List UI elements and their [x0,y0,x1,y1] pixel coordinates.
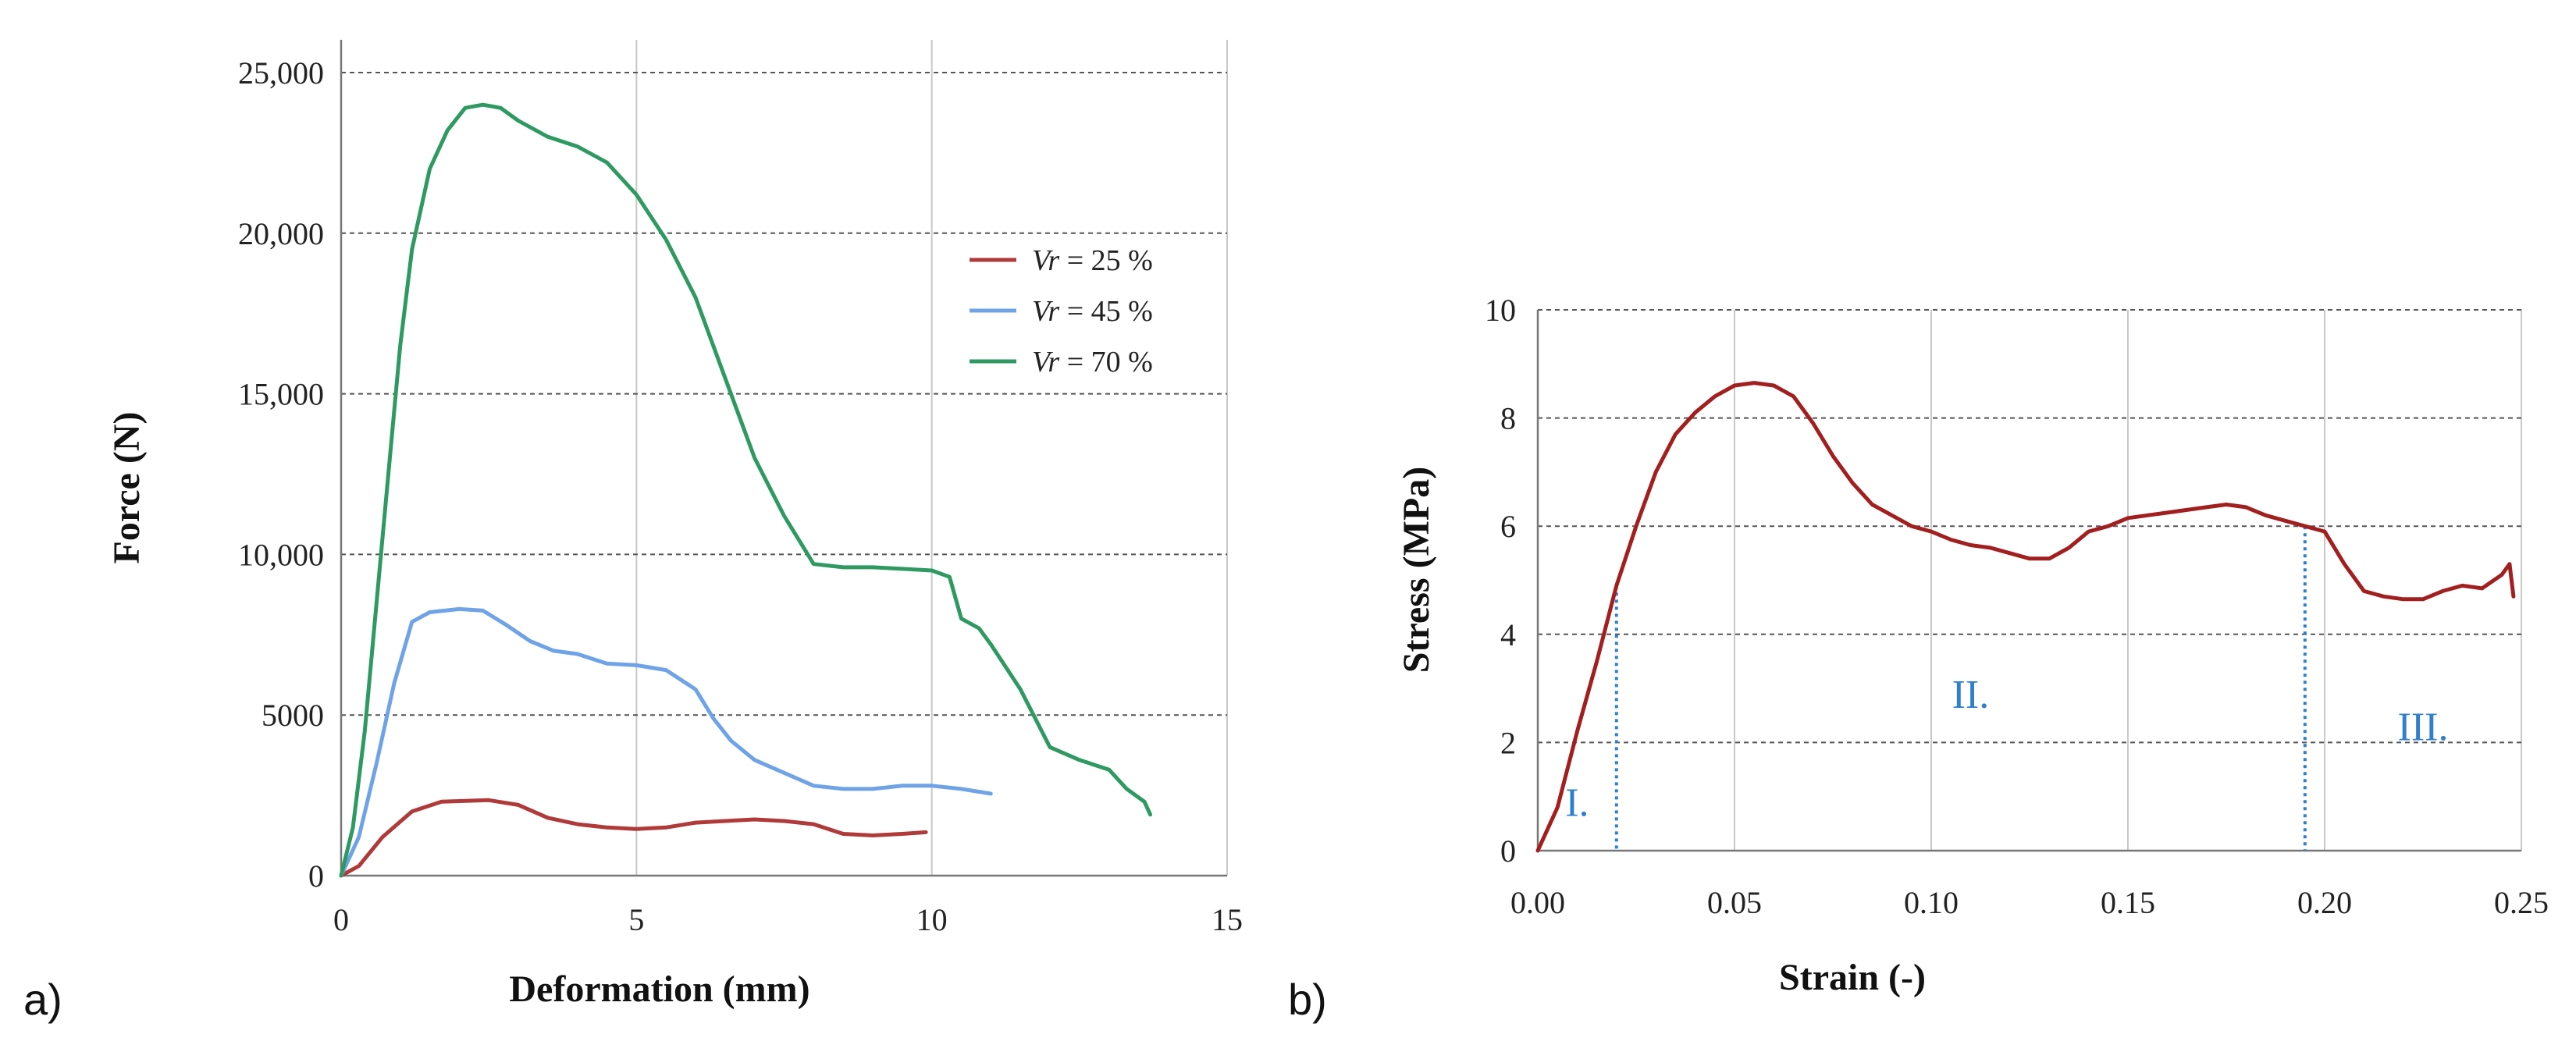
chart-b-series-line-1 [1535,381,2516,853]
chart-a-x-ticks: 0 5 10 15 [333,902,1243,937]
panel-label-a: a) [23,975,62,1024]
chart-b-x-ticks: 0.00 0.05 0.10 0.15 0.20 0.25 [1510,885,2549,920]
chart-a-y-ticks: 0 5000 10,000 15,000 20,000 25,000 [238,55,324,894]
chart-a-legend-label: Vr = 25 % [1032,244,1153,277]
chart-b-x-tick-label: 0.25 [2494,885,2549,920]
chart-a-grid [341,40,1228,876]
chart-a-y-axis-title: Force (N) [106,412,148,564]
chart-b-x-tick-label: 0.00 [1510,885,1565,920]
chart-b-grid [1538,309,2522,851]
chart-b-x-tick-label: 0.20 [2297,885,2352,920]
chart-b-region-labels: I. II. III. [1565,673,2448,826]
chart-b-region-dividers [1614,526,2307,851]
chart-a-x-tick-label: 15 [1212,902,1243,937]
chart-a-y-tick-label: 20,000 [238,216,324,251]
chart-b: 0.00 0.05 0.10 0.15 0.20 0.25 0 2 4 6 8 10 I. II. II… [1288,293,2549,1024]
chart-b-region-label: III. [2398,705,2449,750]
chart-a-y-tick-label: 10,000 [238,537,324,572]
chart-a-series [339,102,1153,878]
chart-a-x-tick-label: 0 [333,902,349,937]
chart-b-y-axis-title: Stress (MPa) [1396,467,1437,673]
chart-b-x-tick-label: 0.05 [1707,885,1762,920]
chart-a-axes [340,40,1227,877]
chart-a-legend-label: Vr = 45 % [1032,295,1153,328]
chart-a-legend: Vr = 25 % Vr = 45 % Vr = 70 % [970,244,1153,379]
chart-b-y-tick-label: 6 [1500,509,1516,544]
chart-b-x-tick-label: 0.15 [2101,885,2155,920]
chart-b-y-tick-label: 2 [1500,725,1516,760]
chart-b-y-tick-label: 10 [1485,293,1516,328]
chart-a-y-tick-label: 5000 [262,698,324,733]
chart-b-y-tick-label: 0 [1500,833,1516,869]
chart-b-region-label: II. [1952,673,1990,717]
chart-b-region-label: I. [1565,781,1589,826]
chart-b-y-tick-label: 8 [1500,401,1516,436]
panel-label-b: b) [1288,975,1327,1024]
chart-b-axes [1536,310,2521,852]
chart-a-x-tick-label: 5 [628,902,644,937]
chart-b-series [1535,381,2516,853]
chart-b-y-tick-label: 4 [1500,617,1516,652]
chart-a-series-line-2 [339,606,993,878]
chart-a-x-tick-label: 10 [916,902,948,937]
chart-b-x-axis-title: Strain (-) [1779,957,1926,998]
chart-a: 0 5 10 15 0 5000 10,000 15,000 20,000 25,000 Vr … [23,40,1243,1024]
chart-a-x-axis-title: Deformation (mm) [509,968,809,1010]
chart-a-legend-label: Vr = 70 % [1032,346,1153,379]
chart-a-y-tick-label: 15,000 [238,377,324,412]
chart-a-series-line-1 [339,798,928,878]
chart-b-x-tick-label: 0.10 [1904,885,1959,920]
chart-a-series-line-3 [339,102,1153,878]
chart-a-y-tick-label: 25,000 [238,55,324,91]
chart-b-y-ticks: 0 2 4 6 8 10 [1485,293,1516,869]
chart-a-y-tick-label: 0 [308,858,324,894]
